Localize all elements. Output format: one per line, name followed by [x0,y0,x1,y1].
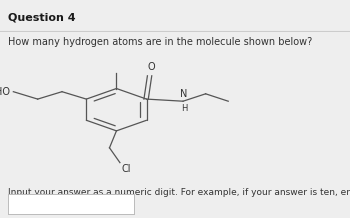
Text: H: H [181,104,187,113]
Text: Question 4: Question 4 [8,12,75,22]
Text: Cl: Cl [122,164,131,174]
Text: O: O [148,62,155,72]
Text: N: N [180,89,188,99]
Text: How many hydrogen atoms are in the molecule shown below?: How many hydrogen atoms are in the molec… [8,37,312,47]
Text: HO: HO [0,87,10,97]
Text: Input your answer as a numeric digit. For example, if your answer is ten, enter : Input your answer as a numeric digit. Fo… [8,188,350,197]
